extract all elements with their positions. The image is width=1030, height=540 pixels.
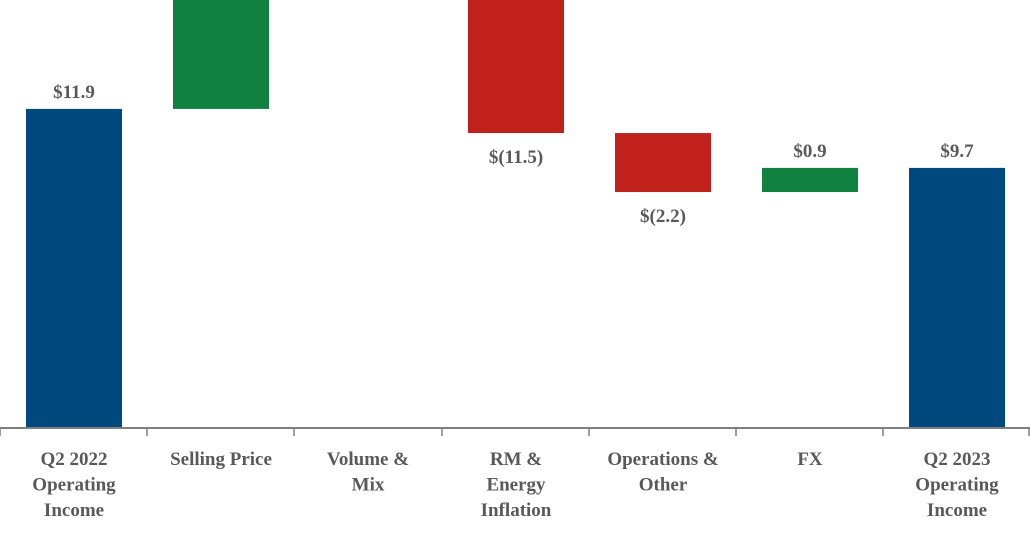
- bar-6: [909, 167, 1005, 428]
- value-label-3: $(11.5): [489, 147, 543, 168]
- value-label-5: $0.9: [793, 141, 826, 162]
- category-label-6: Q2 2023 Operating Income: [915, 449, 999, 521]
- category-label-line: Q2 2023: [923, 449, 990, 470]
- category-label-4: Operations & Other: [607, 449, 718, 496]
- category-label-line: Energy: [486, 475, 546, 496]
- category-label-line: Q2 2022: [40, 449, 107, 470]
- category-label-line: Operating: [915, 475, 999, 496]
- bar-0: [26, 108, 122, 428]
- category-label-line: Mix: [352, 475, 385, 496]
- category-label-5: FX: [797, 449, 823, 470]
- x-axis: [0, 427, 1030, 436]
- category-label-line: Operating: [32, 475, 116, 496]
- category-label-line: Selling Price: [170, 449, 272, 470]
- bar-5: [762, 167, 858, 193]
- category-label-line: RM &: [490, 449, 542, 470]
- category-label-1: Selling Price: [170, 449, 272, 470]
- value-labels-layer: $11.9$11.7$(1.1)$(11.5)$(2.2)$0.9$9.7: [53, 82, 974, 227]
- value-label-0: $11.9: [53, 82, 95, 103]
- category-label-2: Volume & Mix: [327, 449, 409, 496]
- bar-4: [615, 133, 711, 193]
- category-label-line: Volume &: [327, 449, 409, 470]
- bars-layer: [26, 0, 1005, 428]
- value-label-4: $(2.2): [640, 206, 686, 227]
- category-label-0: Q2 2022 Operating Income: [32, 449, 116, 521]
- category-label-line: Other: [639, 475, 688, 496]
- category-label-3: RM & Energy Inflation: [481, 449, 552, 521]
- category-label-line: Income: [44, 500, 104, 521]
- bar-1: [173, 0, 269, 109]
- category-label-line: FX: [797, 449, 823, 470]
- category-label-line: Operations &: [607, 449, 718, 470]
- category-label-line: Income: [927, 500, 987, 521]
- category-labels-layer: Q2 2022 Operating Income Selling Price Volum…: [32, 449, 999, 521]
- category-label-line: Inflation: [481, 500, 552, 521]
- bar-3: [468, 0, 564, 134]
- value-label-6: $9.7: [940, 141, 974, 162]
